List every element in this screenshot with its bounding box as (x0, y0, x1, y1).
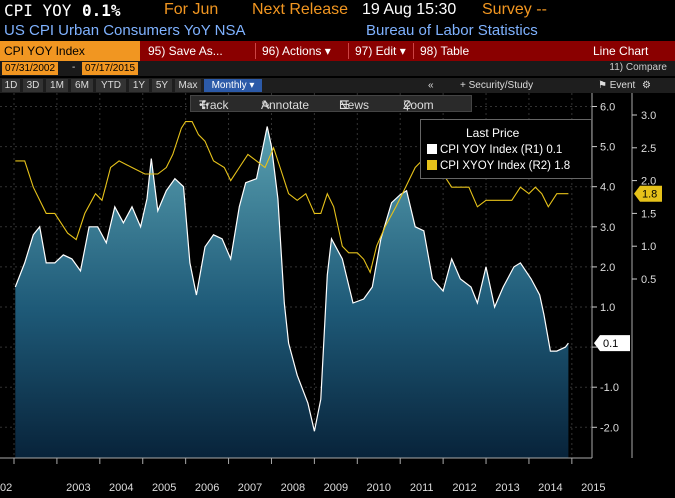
x-tick-label: 2015 (581, 482, 605, 494)
last-value-labels: 0.1 1.8 (594, 185, 662, 352)
chart-legend: Last Price CPI YOY Index (R1) 0.1 CPI XY… (420, 119, 592, 179)
for-label: For Jun (164, 1, 219, 18)
period-1m[interactable]: 1M (46, 79, 68, 92)
period-1d[interactable]: 1D (2, 79, 20, 92)
x-tick-label: 2012 (452, 482, 476, 494)
r2-last-value-tag (634, 185, 662, 202)
legend-item-cpi-xyoy: CPI XYOY Index (R2) 1.8 (427, 160, 570, 172)
r2-tick-label: 1.0 (641, 241, 656, 253)
r2-tick-label: 1.5 (641, 208, 656, 220)
x-tick-label: 2013 (495, 482, 519, 494)
x-tick-label: 2006 (195, 482, 219, 494)
gear-icon[interactable]: ⚙ (642, 80, 651, 91)
news-icon: ☰ (339, 98, 350, 112)
cpi-yoy-line (14, 126, 569, 432)
r1-axis: 6.05.04.03.02.01.00-1.0-2.0 (591, 93, 619, 458)
period-max[interactable]: Max (175, 79, 201, 92)
r2-tick-label: 3.0 (641, 110, 656, 122)
plus-icon: + (460, 80, 469, 91)
period-6m[interactable]: 6M (71, 79, 93, 92)
compare-button[interactable]: 11) Compare (609, 62, 667, 73)
last-value: 0.1% (82, 1, 121, 20)
cpi-yoy-area (15, 126, 569, 458)
r1-last-value-text: 0.1 (603, 338, 618, 350)
date-separator: - (72, 62, 76, 73)
x-tick-label: 02 (0, 482, 12, 494)
r2-tick-label: 2.5 (641, 143, 656, 155)
actions-menu[interactable]: 96) Actions ▾ (262, 44, 331, 58)
frequency-dropdown[interactable]: Monthly ▾ (204, 79, 262, 92)
x-tick-label: 2007 (238, 482, 262, 494)
r1-last-value-tag (594, 335, 630, 352)
header-bar: CPI YOY 0.1% For Jun Next Release 19 Aug… (0, 0, 675, 22)
cpi-xyoy-line (15, 121, 569, 274)
r2-axis: 3.0 2.5 2.0 1.5 1.0 0.5 (631, 93, 656, 458)
x-tick-label: 2005 (152, 482, 176, 494)
security-name: US CPI Urban Consumers YoY NSA (4, 22, 246, 39)
x-tick-label: 2009 (324, 482, 348, 494)
chart-mini-toolbar: ✣ Track ✎ Annotate ☰ News ⚲ Zoom (190, 95, 472, 112)
security-study-button[interactable]: + Security/Study (460, 80, 534, 91)
survey-label: Survey -- (482, 1, 547, 18)
r2-tick-label: 0.5 (641, 274, 656, 286)
r1-tick-label: -1.0 (600, 382, 619, 394)
x-tick-label: 2004 (109, 482, 133, 494)
edit-menu[interactable]: 97) Edit ▾ (355, 44, 406, 58)
index-field[interactable]: CPI YOY Index (0, 41, 140, 61)
cpi-chart[interactable]: 02 2003 2004 2005 2006 2007 2008 2009 2010 2011 20… (0, 93, 675, 498)
x-tick-label: 2014 (538, 482, 562, 494)
legend-title: Last Price (466, 126, 520, 140)
x-axis: 02 2003 2004 2005 2006 2007 2008 2009 2010 2011 20… (0, 457, 606, 494)
r1-tick-label: 4.0 (600, 182, 615, 194)
collapse-icon[interactable]: « (428, 80, 434, 91)
r2-last-value-text: 1.8 (642, 189, 657, 201)
table-button[interactable]: 98) Table (420, 44, 470, 58)
start-date-field[interactable]: 07/31/2002 (2, 62, 59, 75)
period-3d[interactable]: 3D (23, 79, 43, 92)
end-date-field[interactable]: 07/17/2015 (82, 62, 139, 75)
x-tick-label: 2003 (66, 482, 90, 494)
legend-swatch-white (427, 144, 437, 154)
r2-tick-label: 2.0 (641, 176, 656, 188)
period-ytd[interactable]: YTD (96, 79, 126, 92)
legend-swatch-yellow (427, 160, 437, 170)
flag-icon: ⚑ (598, 80, 610, 91)
period-selector: 1D 3D 1M 6M YTD 1Y 5Y Max Monthly ▾ « + … (0, 78, 675, 93)
r1-tick-label: 2.0 (600, 262, 615, 274)
release-time: 19 Aug 15:30 (362, 1, 457, 18)
x-tick-label: 2011 (410, 482, 434, 494)
chart-type-label[interactable]: Line Chart (593, 44, 649, 58)
pencil-icon: ✎ (261, 98, 272, 112)
function-toolbar: CPI YOY Index 95) Save As... 96) Actions… (0, 41, 675, 61)
event-button[interactable]: ⚑ Event (598, 80, 636, 91)
next-release-label: Next Release (252, 1, 349, 18)
crosshair-icon: ✣ (199, 98, 210, 112)
r1-tick-label: 5.0 (600, 142, 615, 154)
period-5y[interactable]: 5Y (152, 79, 172, 92)
r1-tick-label: 6.0 (600, 102, 615, 114)
legend-item-cpi-yoy: CPI YOY Index (R1) 0.1 (427, 144, 562, 156)
save-as-button[interactable]: 95) Save As... (148, 44, 223, 58)
r1-tick-label: 3.0 (600, 222, 615, 234)
search-icon: ⚲ (403, 98, 412, 112)
r1-tick-label: 1.0 (600, 302, 615, 314)
date-range-row: 07/31/2002 - 07/17/2015 11) Compare (0, 61, 675, 76)
subheader-bar: US CPI Urban Consumers YoY NSA Bureau of… (0, 22, 675, 40)
source-name: Bureau of Labor Statistics (366, 22, 538, 39)
x-tick-label: 2008 (281, 482, 305, 494)
r1-tick-label: -2.0 (600, 422, 619, 434)
x-tick-label: 2010 (367, 482, 391, 494)
period-1y[interactable]: 1Y (129, 79, 149, 92)
ticker: CPI YOY (4, 1, 72, 20)
